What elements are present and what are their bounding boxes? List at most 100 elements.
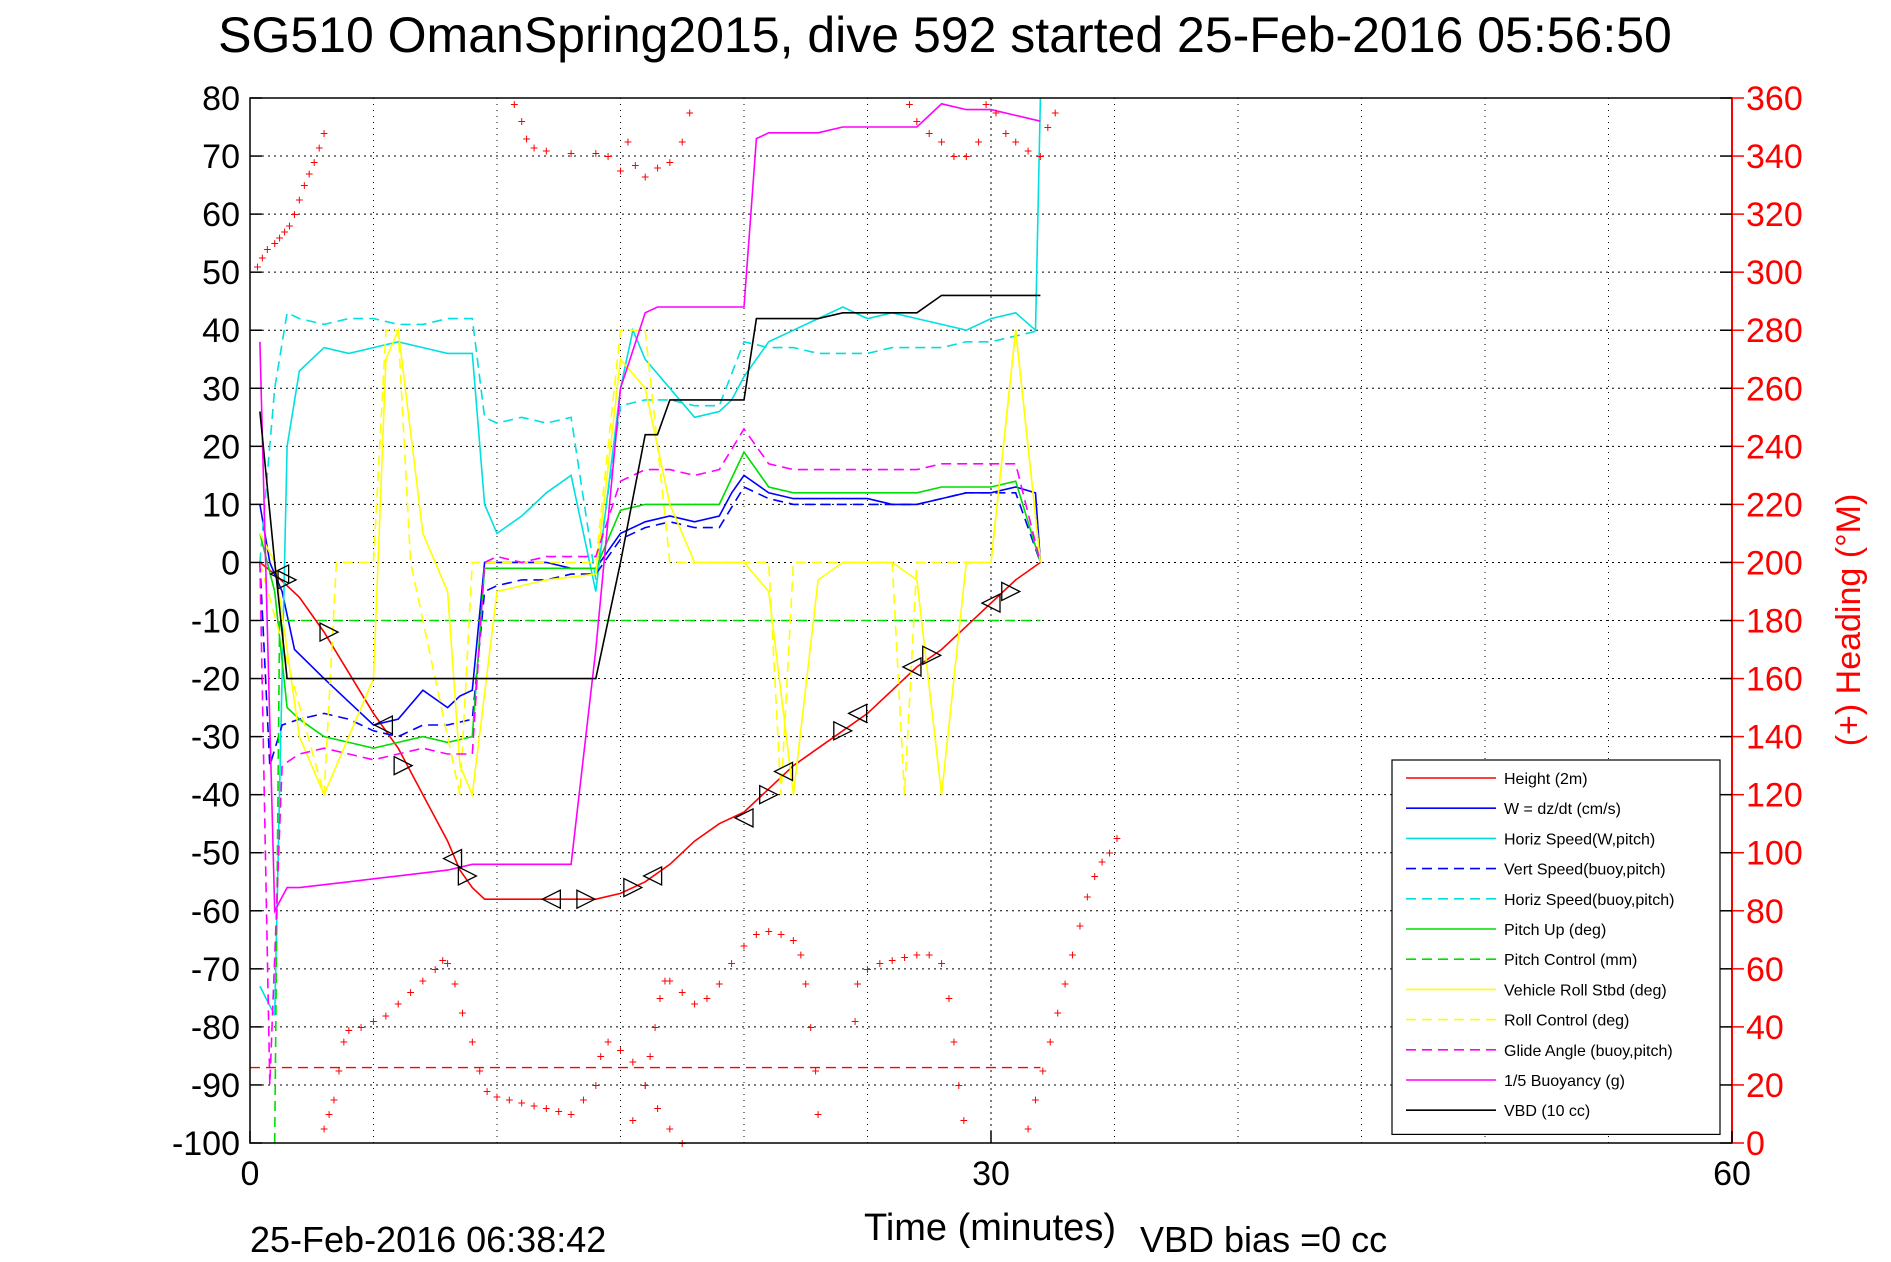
triangle-marker (540, 889, 561, 910)
heading-point: + (295, 192, 303, 208)
heading-point: + (1031, 1091, 1039, 1107)
heading-point: + (451, 975, 459, 991)
triangle-marker (269, 564, 290, 585)
heading-point: + (285, 218, 293, 234)
legend-label: Pitch Up (deg) (1504, 922, 1606, 939)
heading-point: + (310, 154, 318, 170)
heading-point: + (1061, 975, 1069, 991)
y2-tick-label: 300 (1746, 254, 1803, 292)
heading-point: + (950, 148, 958, 164)
heading-point: + (542, 142, 550, 158)
heading-point: + (1039, 1062, 1047, 1078)
heading-point: + (1054, 1004, 1062, 1020)
triangle-marker (372, 714, 394, 736)
heading-point: + (686, 105, 694, 121)
heading-point: + (678, 134, 686, 150)
triangle-marker (277, 569, 298, 590)
heading-point: + (629, 1112, 637, 1128)
triangle-marker (576, 889, 597, 910)
y2-tick-label: 240 (1746, 428, 1803, 466)
triangle-marker (773, 761, 794, 782)
heading-point: + (592, 145, 600, 161)
y-tick-label: 20 (202, 428, 240, 466)
heading-point: + (330, 1091, 338, 1107)
heading-point: + (703, 990, 711, 1006)
heading-point: + (483, 1083, 491, 1099)
y-tick-label: 70 (202, 138, 240, 176)
y2-tick-label: 220 (1746, 486, 1803, 524)
y2-axis-label: (+) Heading (°M) (1830, 494, 1868, 747)
heading-point: + (431, 961, 439, 977)
triangle-marker (922, 645, 943, 666)
footer-vbd-bias: VBD bias =0 cc (1140, 1219, 1387, 1260)
left-y-axis: 80 70 60 50 40 30 20 10 0 -10 -20 -30 -40 -50 -60 -70 -8… (172, 80, 1732, 1163)
legend-label: 1/5 Buoyancy (g) (1504, 1073, 1625, 1090)
y-tick-label: -20 (191, 661, 240, 699)
heading-point: + (661, 972, 669, 988)
heading-point: + (629, 1054, 637, 1070)
series-line-5 (259, 450, 1042, 750)
heading-point: + (518, 113, 526, 129)
y2-tick-label: 320 (1746, 196, 1803, 234)
y2-tick-label: 360 (1746, 80, 1803, 118)
heading-point: + (1046, 1033, 1054, 1049)
x-tick-label: 0 (241, 1155, 260, 1193)
y2-tick-label: 20 (1746, 1067, 1784, 1105)
heading-point: + (641, 1077, 649, 1093)
heading-point: + (1012, 134, 1020, 150)
heading-point: + (290, 206, 298, 222)
triangle-marker (1001, 581, 1022, 602)
marker-layer (269, 564, 1022, 910)
heading-point: + (1036, 148, 1044, 164)
y-tick-label: -90 (191, 1067, 240, 1105)
heading-point: + (518, 1094, 526, 1110)
heading-point: + (271, 235, 279, 251)
legend-label: W = dz/dt (cm/s) (1504, 801, 1621, 818)
heading-point: + (300, 177, 308, 193)
legend-label: Height (2m) (1504, 771, 1588, 788)
heading-point: + (653, 160, 661, 176)
heading-point: + (567, 145, 575, 161)
x-axis-label: Time (minutes) (864, 1207, 1116, 1249)
legend-box (1391, 759, 1721, 1135)
heading-point: + (253, 258, 261, 274)
legend-label: Horiz Speed(buoy,pitch) (1504, 892, 1674, 909)
heading-point: + (357, 1019, 365, 1035)
legend-label: VBD (10 cc) (1504, 1103, 1590, 1120)
legend-label: Pitch Control (mm) (1504, 952, 1637, 969)
series-line-9 (259, 427, 1042, 1085)
heading-point: + (982, 96, 990, 112)
heading-point: + (276, 229, 284, 245)
series-line-3 (259, 485, 1042, 766)
legend-label: Vehicle Roll Stbd (deg) (1504, 982, 1667, 999)
heading-point: + (925, 946, 933, 962)
heading-point: + (905, 96, 913, 112)
triangle-marker (393, 755, 414, 776)
heading-point: + (666, 972, 674, 988)
y2-tick-label: 140 (1746, 719, 1803, 757)
y-tick-label: 10 (202, 486, 240, 524)
heading-point: + (641, 1077, 649, 1093)
heading-point: + (530, 1097, 538, 1113)
y-tick-label: -100 (172, 1125, 240, 1163)
heading-point: + (493, 1089, 501, 1105)
right-y-axis: 3603403203002802602402202001801601401201… (1732, 80, 1803, 1163)
y2-tick-label: 180 (1746, 603, 1803, 641)
heading-point: + (678, 984, 686, 1000)
heading-point: + (320, 1120, 328, 1136)
heading-point: + (913, 113, 921, 129)
x-axis: 0 30 60 (241, 1131, 1751, 1193)
legend-label: Roll Control (deg) (1504, 1013, 1629, 1030)
heading-point: + (263, 241, 271, 257)
y2-tick-label: 0 (1746, 1125, 1765, 1163)
y2-tick-label: 340 (1746, 138, 1803, 176)
heading-point: + (992, 105, 1000, 121)
heading-point: + (567, 1106, 575, 1122)
y-tick-label: 60 (202, 196, 240, 234)
heading-point: + (631, 157, 639, 173)
heading-point: + (1105, 845, 1113, 861)
heading-point: + (616, 163, 624, 179)
y-tick-label: -50 (191, 835, 240, 873)
y2-tick-label: 200 (1746, 544, 1803, 582)
